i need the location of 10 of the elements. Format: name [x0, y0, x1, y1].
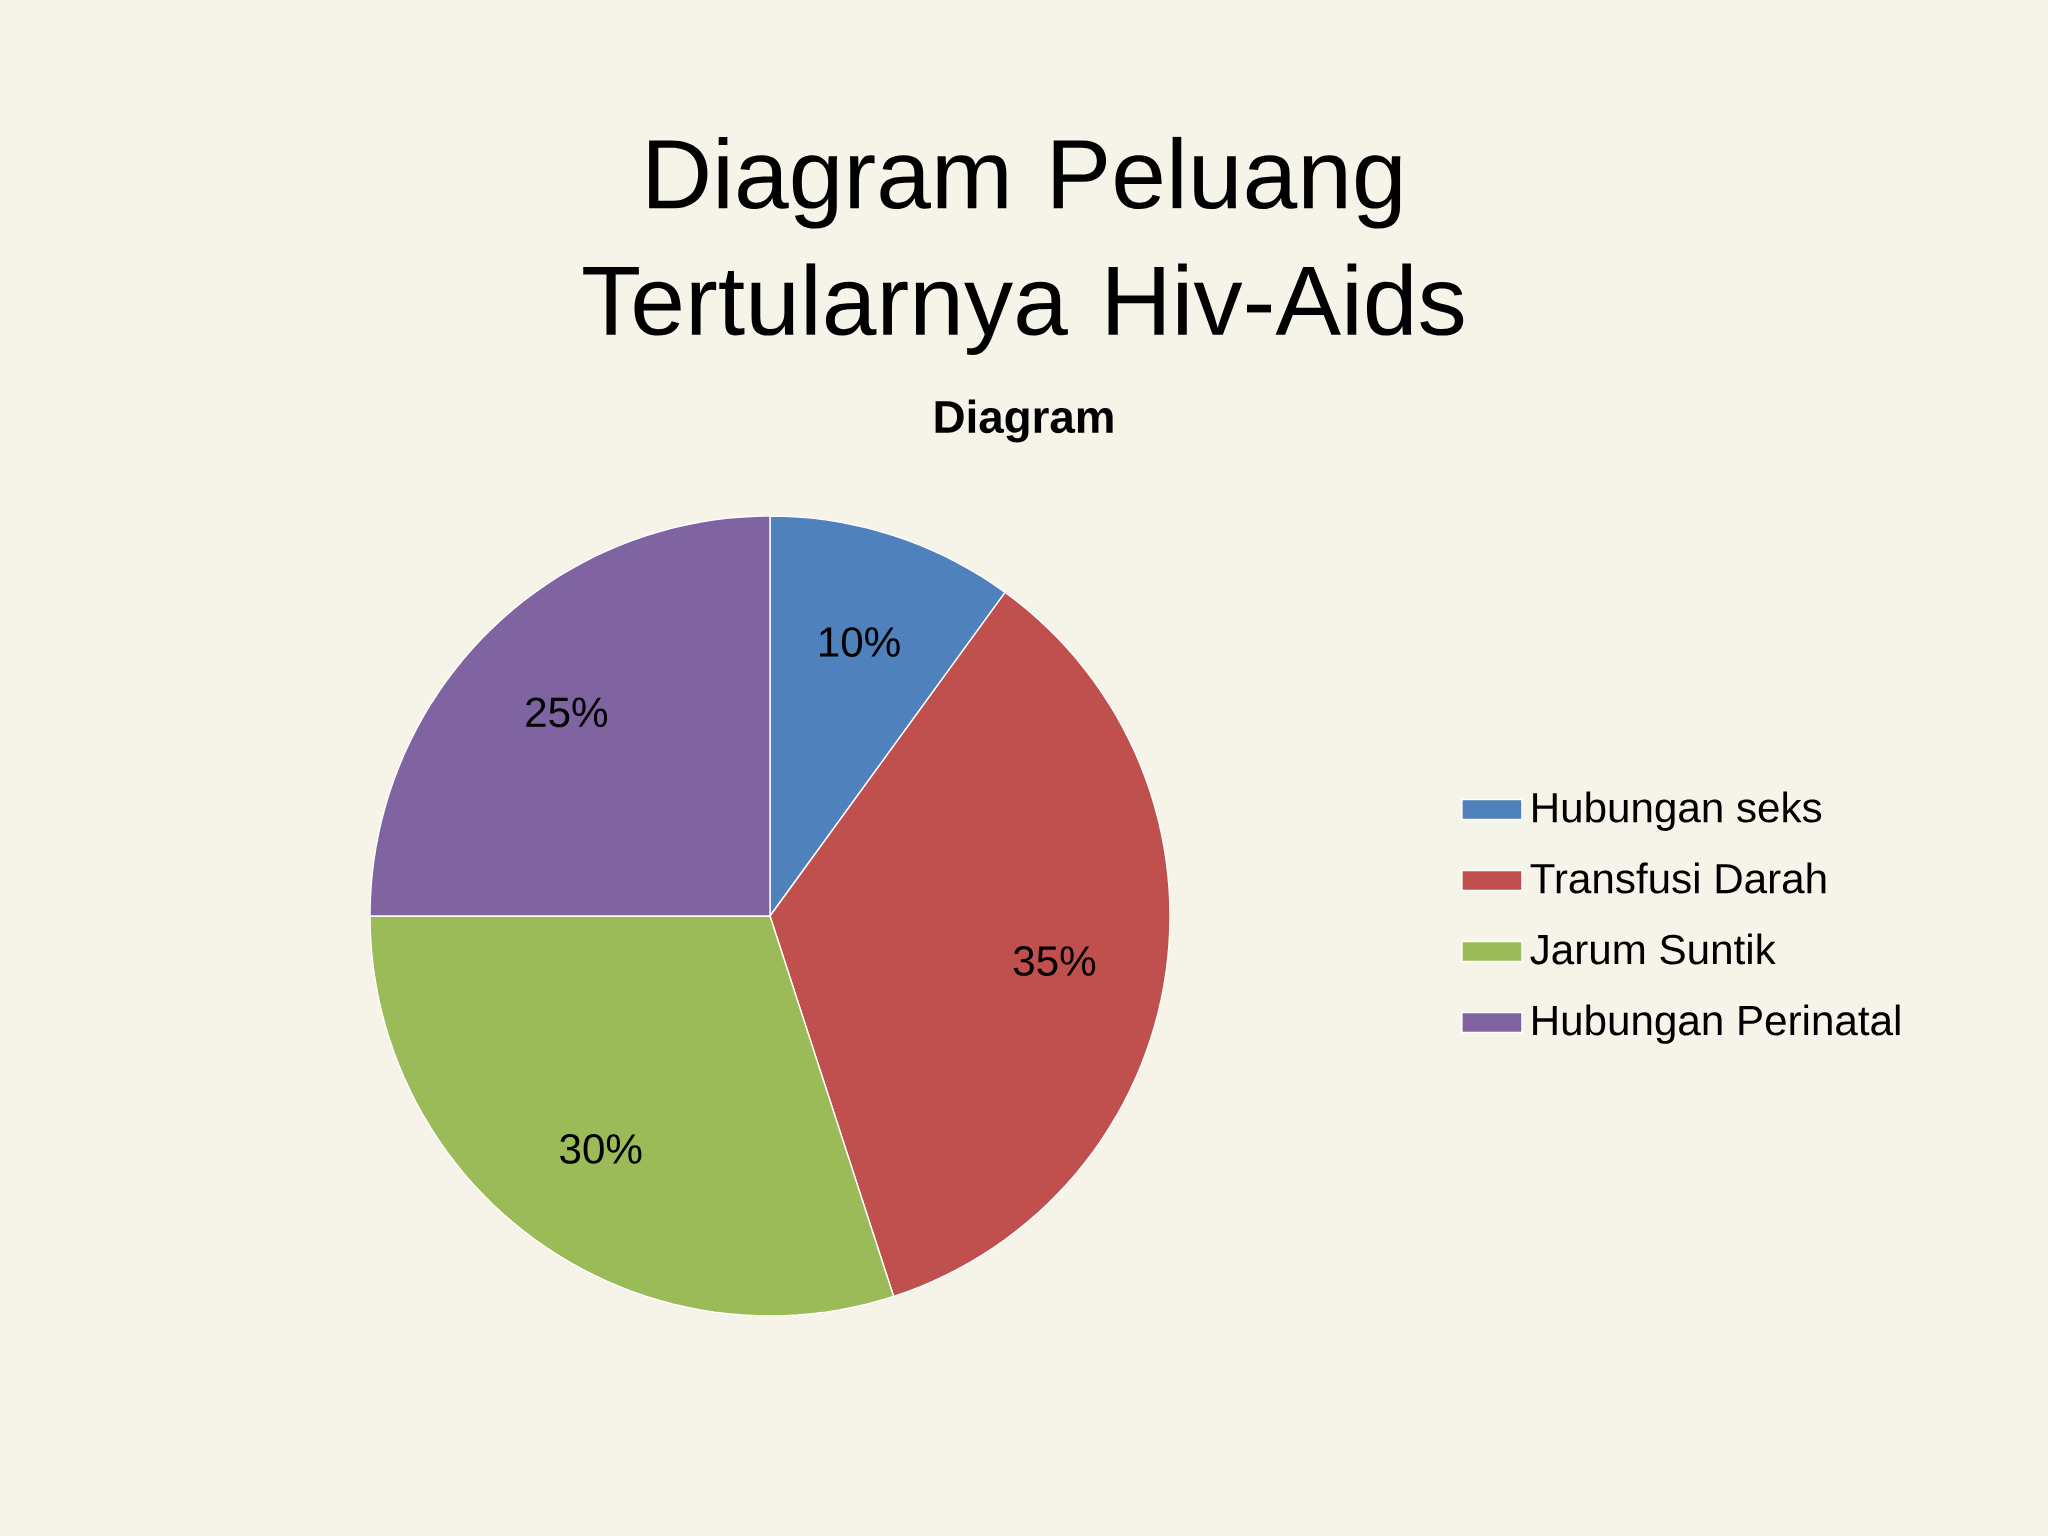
legend-label: Hubungan Perinatal — [1533, 1004, 1900, 1044]
chart-title: Diagram Peluang Tertularnya Hiv-Aids — [583, 136, 1464, 356]
data-label: 30% — [560, 1134, 642, 1164]
chart-subtitle: Diagram — [935, 399, 1113, 443]
data-label: 10% — [819, 627, 900, 657]
data-label: 25% — [526, 697, 608, 728]
legend-label: Jarum Suntik — [1530, 933, 1776, 965]
data-label: 35% — [1013, 946, 1096, 976]
legend-label: Hubungan seks — [1533, 791, 1822, 831]
legend-label: Transfusi Darah — [1530, 862, 1826, 894]
